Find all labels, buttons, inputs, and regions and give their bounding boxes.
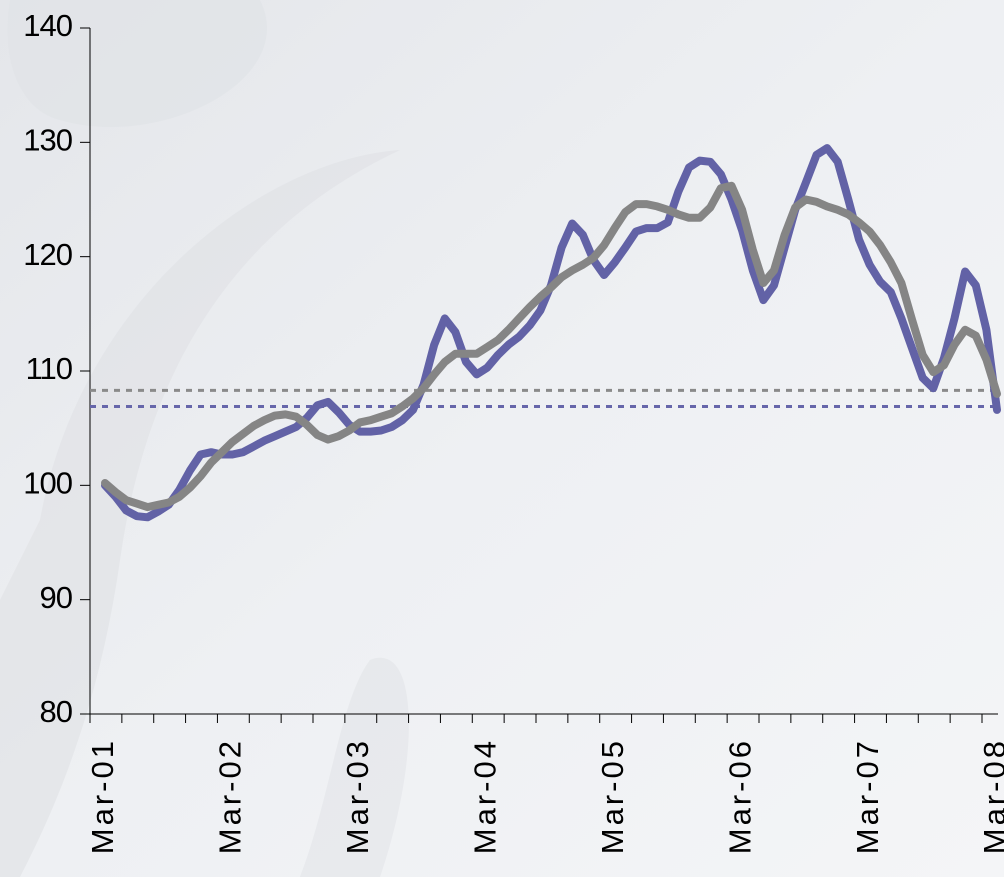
x-tick-label: Mar-03 (340, 738, 375, 854)
y-tick-label: 110 (26, 351, 73, 386)
y-tick-label: 80 (40, 694, 73, 729)
y-tick-label: 140 (23, 8, 72, 43)
page: {"chart_data": {"type": "line", "categor… (0, 0, 1004, 877)
y-tick-label: 90 (40, 580, 73, 615)
x-tick-label: Mar-08 (977, 738, 1004, 854)
x-tick-label: Mar-01 (85, 738, 120, 854)
x-tick-label: Mar-05 (595, 738, 630, 854)
chart: 80 90 100 110 120 130 140 Mar-01 Mar-02 Mar-03 Mar… (0, 0, 1004, 877)
y-tick-label: 130 (23, 123, 72, 158)
x-tick-label: Mar-02 (213, 738, 248, 854)
y-tick-label: 120 (23, 237, 72, 272)
x-tick-label: Mar-06 (722, 738, 757, 854)
y-tick-label: 100 (23, 466, 72, 501)
x-tick-label: Mar-04 (467, 738, 502, 854)
x-tick-label: Mar-07 (850, 738, 885, 854)
